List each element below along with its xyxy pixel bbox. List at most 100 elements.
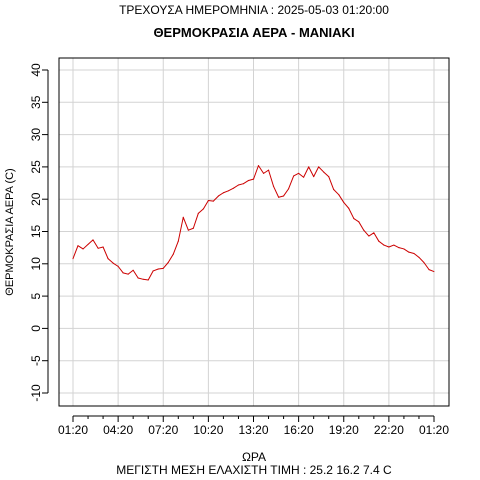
y-tick-label: 5	[29, 292, 43, 299]
grid-lines	[59, 58, 449, 406]
y-tick-label: 40	[29, 63, 43, 77]
y-tick-label: 10	[29, 257, 43, 271]
temperature-point	[308, 166, 310, 168]
temperature-point	[398, 247, 400, 249]
y-tick-label: 30	[29, 128, 43, 142]
temperature-point	[117, 265, 119, 267]
temperature-point	[333, 188, 335, 191]
temperature-point	[182, 216, 184, 218]
temperature-point	[257, 165, 260, 167]
plot-frame	[58, 57, 450, 407]
temperature-point	[227, 190, 229, 192]
y-tick-label: 25	[29, 160, 43, 174]
y-axis-label: ΘΕΡΜΟΚΡΑΣΙΑ ΑΕΡΑ (C)	[4, 168, 16, 295]
temperature-point	[413, 252, 415, 255]
y-tick-label: -5	[29, 355, 43, 366]
temperature-point	[237, 184, 240, 186]
x-tick-label: 22:20	[374, 423, 404, 437]
summary-line: ΜΕΓΙΣΤΗ ΜΕΣΗ ΕΛΑΧΙΣΤΗ ΤΙΜΗ : 25.2 16.2 7…	[116, 463, 392, 477]
current-date-line: ΤΡΕΧΟΥΣΑ ΗΜΕΡΟΜΗΝΙΑ : 2025-05-03 01:20:0…	[119, 3, 389, 17]
temperature-point	[343, 201, 345, 204]
temperature-point	[353, 217, 355, 220]
temperature-point	[267, 169, 270, 171]
temperature-point	[247, 179, 250, 182]
y-tick-label: -10	[29, 384, 43, 402]
temperature-point	[252, 178, 255, 180]
temperature-point	[177, 240, 179, 242]
temperature-point	[132, 269, 134, 271]
temperature-point	[192, 227, 194, 229]
temperature-point	[408, 251, 410, 253]
temperature-point	[197, 212, 199, 215]
temperature-point	[358, 221, 360, 223]
temperature-point	[97, 247, 99, 249]
temperature-point	[187, 229, 189, 231]
x-tick-label: 01:20	[419, 423, 449, 437]
series-group	[72, 165, 435, 281]
x-tick-label: 13:20	[238, 423, 268, 437]
temperature-point	[142, 278, 144, 280]
temperature-point	[222, 192, 225, 194]
temperature-point	[162, 267, 164, 269]
temperature-point	[107, 258, 109, 260]
temperature-point	[302, 176, 305, 178]
temperature-point	[278, 196, 280, 198]
temperature-point	[348, 207, 350, 209]
temperature-point	[388, 246, 390, 248]
temperature-point	[328, 175, 330, 178]
temperature-point	[363, 229, 365, 231]
x-tick-label: 01:20	[58, 423, 88, 437]
temperature-point	[423, 261, 425, 264]
x-tick-label: 04:20	[103, 423, 133, 437]
temperature-point	[92, 239, 94, 241]
temperature-point	[87, 243, 89, 246]
temperature-point	[272, 185, 275, 187]
temperature-point	[217, 195, 220, 197]
temperature-point	[232, 187, 235, 189]
temperature-point	[122, 272, 124, 274]
temperature-point	[313, 175, 315, 178]
temperature-point	[157, 268, 159, 270]
temperature-point	[172, 253, 174, 255]
y-tick-label: 15	[29, 225, 43, 239]
temperature-point	[112, 262, 114, 264]
temperature-point	[72, 258, 74, 260]
x-axis: 01:20 04:20 07:20 10:20 13:20 16:20 19:20 22:20…	[58, 415, 449, 437]
temperature-point	[378, 240, 380, 242]
temperature-point	[202, 208, 205, 210]
temperature-point	[323, 171, 325, 173]
temperature-point	[102, 246, 104, 248]
temperature-point	[393, 244, 395, 246]
temperature-point	[433, 270, 435, 273]
temperature-point	[77, 245, 79, 247]
temperature-point	[82, 248, 84, 250]
temperature-point	[368, 235, 370, 237]
temperature-point	[287, 188, 290, 190]
chart-title: ΘΕΡΜΟΚΡΑΣΙΑ ΑΕΡΑ - ΜΑΝΙΑΚΙ	[153, 25, 354, 40]
temperature-point	[207, 199, 209, 202]
temperature-point	[147, 279, 149, 281]
y-tick-label: 35	[29, 95, 43, 109]
temperature-point	[298, 172, 300, 174]
x-tick-label: 10:20	[193, 423, 223, 437]
x-axis-label: ΩΡΑ	[242, 450, 266, 464]
temperature-point	[282, 195, 285, 197]
temperature-point	[373, 232, 375, 234]
temperature-point	[242, 183, 245, 185]
temperature-point	[152, 270, 154, 272]
temperature-point	[262, 172, 265, 174]
x-tick-label: 19:20	[329, 423, 359, 437]
x-tick-label: 16:20	[284, 423, 314, 437]
temperature-point	[338, 194, 340, 196]
temperature-point	[383, 244, 385, 246]
y-tick-label: 20	[29, 192, 43, 206]
x-tick-label: 07:20	[148, 423, 178, 437]
temperature-point	[137, 277, 139, 279]
temperature-point	[167, 261, 169, 264]
y-tick-label: 0	[29, 325, 43, 332]
temperature-point	[418, 256, 420, 258]
temperature-point	[212, 200, 214, 202]
temperature-point	[428, 269, 430, 271]
